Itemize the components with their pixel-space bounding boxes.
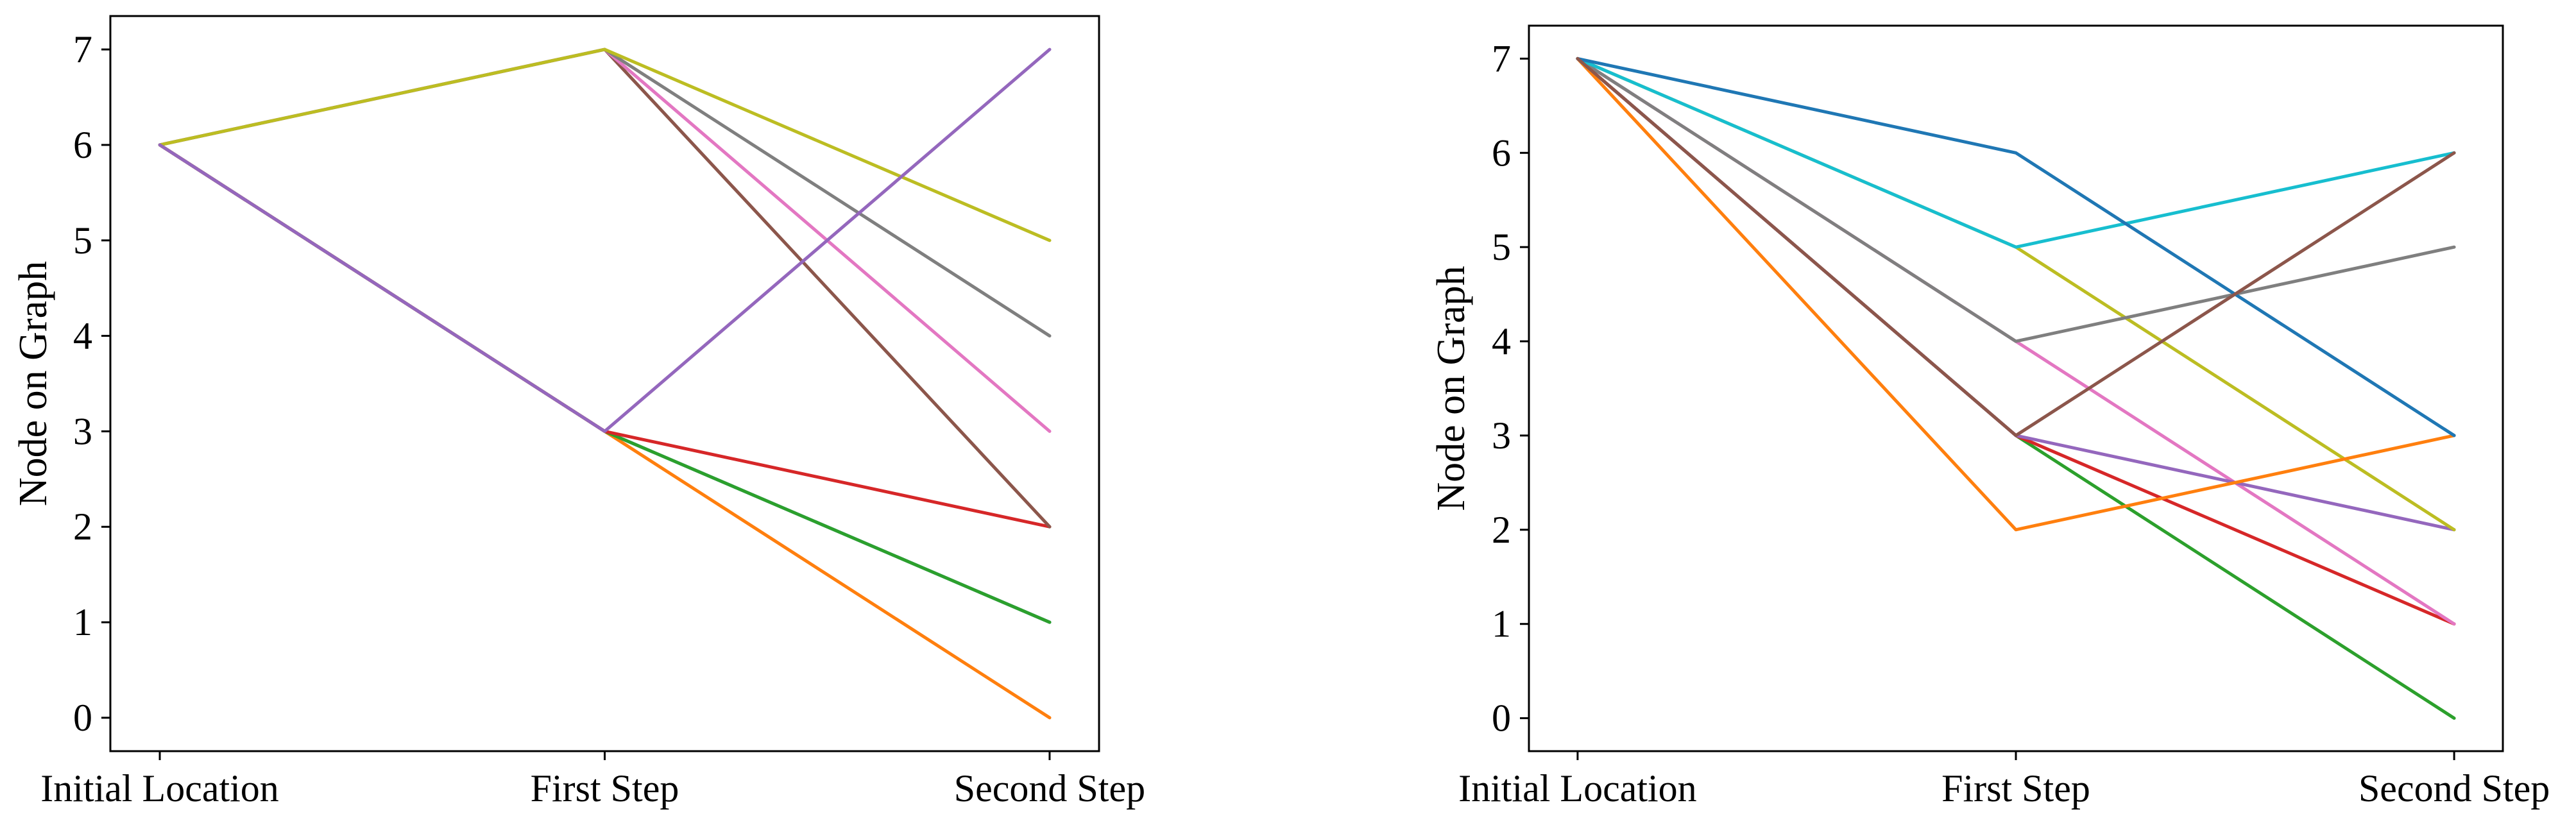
y-tick-label: 1 [73, 601, 92, 643]
x-tick-label: First Step [531, 767, 679, 810]
line-series-4 [1576, 56, 2456, 532]
line-series-7 [158, 47, 1052, 338]
y-tick-label: 6 [1492, 132, 1511, 174]
y-axis-title: Node on Graph [12, 261, 55, 506]
line-series-8 [158, 47, 1052, 242]
x-tick-label: Second Step [2358, 767, 2550, 810]
y-tick-label: 6 [73, 124, 92, 166]
y-tick-label: 2 [1492, 509, 1511, 551]
plot-frame [1528, 24, 2504, 752]
right-chart: 0 1 2 3 4 5 6 7 Initial Location First Step Second… [1429, 24, 2550, 810]
y-tick-label: 7 [1492, 37, 1511, 80]
line-series-6 [1576, 56, 2456, 532]
y-tick-label: 2 [73, 505, 92, 548]
left-chart: 0 1 2 3 4 5 6 7 Initial Location First Step Second… [12, 15, 1145, 810]
y-tick-label: 3 [73, 410, 92, 452]
y-tick-label: 4 [1492, 320, 1511, 362]
line-series-5 [1576, 56, 2456, 532]
y-tick-label: 5 [73, 219, 92, 262]
x-tick-label: Initial Location [1458, 767, 1697, 810]
line-series-5 [158, 47, 1052, 529]
line-series-1 [1576, 56, 2456, 720]
line-series-9 [1576, 56, 2456, 437]
line-series-9 [158, 47, 1052, 433]
line-series-4 [158, 143, 1052, 529]
x-tick-label: First Step [1941, 767, 2090, 810]
y-tick-label: 0 [73, 697, 92, 739]
line-series-8 [1576, 56, 2456, 249]
y-tick-label: 0 [1492, 697, 1511, 740]
line-series-10 [1576, 56, 2456, 437]
x-tick-label: Second Step [954, 767, 1145, 810]
y-tick-label: 1 [1492, 603, 1511, 645]
y-tick-label: 4 [73, 315, 92, 357]
line-series-6 [158, 47, 1052, 433]
plot-frame [109, 15, 1100, 752]
x-tick-label: Initial Location [40, 767, 279, 810]
line-series-7 [1576, 56, 2456, 343]
y-tick-label: 7 [73, 28, 92, 71]
y-axis-title: Node on Graph [1429, 266, 1473, 511]
y-tick-label: 5 [1492, 226, 1511, 268]
y-tick-label: 3 [1492, 414, 1511, 457]
